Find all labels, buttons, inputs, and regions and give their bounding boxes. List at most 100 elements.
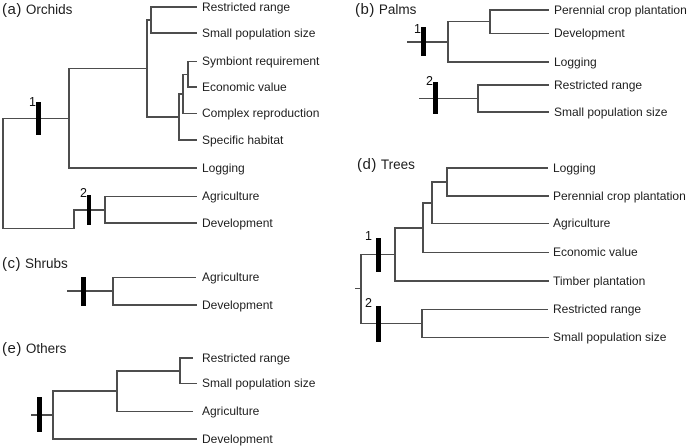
panel-b-title: (b) Palms — [355, 1, 416, 19]
leaf-label: Symbiont requirement — [202, 54, 320, 68]
leaf-label: Timber plantation — [553, 273, 646, 288]
panel-d-tag: (d) — [357, 156, 377, 173]
leaf-line — [104, 222, 197, 224]
leaf-label: Restricted range — [202, 350, 291, 365]
leaf-line — [187, 86, 197, 88]
panel-e-name: Others — [25, 341, 67, 356]
cluster-bar — [86, 194, 92, 225]
cluster-bar — [376, 237, 381, 272]
tree-segment — [68, 67, 148, 70]
leaf-label: Agriculture — [202, 270, 260, 284]
leaf-label: Restricted range — [554, 77, 643, 92]
cluster-bar — [37, 397, 42, 432]
cluster-bar — [81, 276, 86, 306]
panel-d-title: (d) Trees — [357, 156, 415, 174]
leaf-line — [179, 382, 197, 385]
leaf-line — [68, 167, 197, 169]
leaf-label: Perennial crop plantation — [554, 2, 687, 17]
leaf-label: Agriculture — [553, 216, 611, 230]
panel-e-title: (e) Others — [2, 340, 66, 358]
cluster-bar — [36, 102, 41, 135]
leaf-label: Agriculture — [202, 189, 260, 203]
panel-c-title: (c) Shrubs — [2, 255, 68, 273]
leaf-label: Logging — [554, 54, 597, 69]
cluster-number: 2 — [365, 296, 372, 310]
leaf-line — [447, 61, 549, 63]
leaf-label: Specific habitat — [202, 132, 284, 147]
panel-c-name: Shrubs — [25, 256, 68, 271]
leaf-label: Development — [554, 26, 625, 40]
tree-segment — [407, 41, 449, 43]
tree-segment — [447, 20, 491, 23]
leaf-line — [104, 195, 197, 198]
leaf-label: Small population size — [202, 376, 316, 390]
panel-a-title: (a) Orchids — [2, 1, 72, 19]
tree-segment — [146, 116, 180, 118]
tree-segment — [2, 227, 75, 230]
cluster-number: 2 — [426, 74, 433, 88]
leaf-label: Complex reproduction — [202, 106, 320, 120]
cluster-number: 1 — [365, 229, 372, 243]
tree-segment — [419, 97, 479, 100]
leaf-line — [421, 308, 548, 311]
tree-segment — [52, 390, 118, 392]
leaf-label: Small population size — [554, 104, 668, 119]
tree-segment — [178, 93, 184, 95]
tree-segment — [73, 209, 75, 230]
leaf-line — [187, 60, 197, 63]
leaf-label: Development — [202, 297, 273, 312]
cluster-bar — [421, 27, 426, 56]
leaf-line — [150, 32, 197, 34]
leaf-line — [421, 336, 549, 339]
panel-b-name: Palms — [378, 2, 417, 17]
tree-segment — [182, 73, 189, 76]
leaf-label: Perennial crop plantation — [553, 188, 686, 203]
tree-segment — [422, 202, 433, 204]
leaf-label: Development — [202, 431, 273, 446]
leaf-label: Small population size — [553, 330, 667, 344]
leaf-line — [422, 251, 549, 254]
tree-segment — [360, 322, 423, 325]
leaf-label: Economic value — [202, 79, 287, 94]
leaf-line — [394, 280, 549, 282]
cluster-number: 1 — [414, 22, 421, 36]
leaf-line — [182, 112, 197, 115]
leaf-line — [178, 139, 197, 141]
tree-segment — [2, 117, 4, 230]
tree-segment — [116, 370, 181, 372]
cluster-number: 2 — [80, 186, 87, 200]
leaf-label: Development — [202, 215, 273, 230]
tree-segment — [67, 290, 114, 292]
leaf-line — [489, 9, 549, 11]
panel-a-name: Orchids — [25, 2, 73, 17]
cluster-bar — [433, 82, 438, 114]
leaf-line — [112, 276, 196, 279]
panel-a-tag: (a) — [2, 1, 22, 18]
leaf-line — [446, 167, 548, 169]
panel-d-name: Trees — [380, 157, 415, 172]
leaf-label: Small population size — [202, 25, 316, 40]
leaf-line — [150, 6, 197, 8]
leaf-line — [52, 438, 197, 440]
tree-segment — [2, 117, 70, 120]
leaf-label: Agriculture — [202, 404, 260, 418]
panel-c-tag: (c) — [2, 255, 21, 272]
leaf-label: Economic value — [553, 245, 638, 259]
panel-e-tag: (e) — [2, 340, 22, 357]
panel-b-tag: (b) — [355, 1, 375, 18]
tree-segment — [104, 195, 106, 224]
cluster-number: 1 — [29, 95, 36, 109]
leaf-line — [446, 195, 549, 197]
tree-segment — [394, 227, 424, 229]
leaf-line — [431, 222, 549, 225]
tree-segment — [355, 287, 362, 290]
leaf-label: Restricted range — [202, 0, 291, 14]
leaf-line — [116, 410, 193, 413]
leaf-label: Logging — [553, 160, 596, 175]
leaf-line — [179, 357, 193, 359]
leaf-label: Restricted range — [553, 302, 642, 316]
tree-segment — [146, 19, 152, 21]
tree-segment — [31, 414, 54, 416]
leaf-line — [477, 111, 549, 113]
